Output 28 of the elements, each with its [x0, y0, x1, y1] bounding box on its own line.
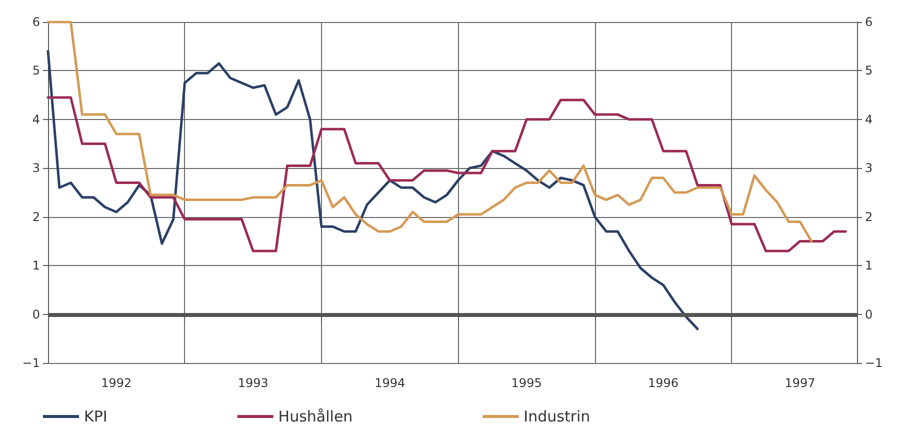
y2-tick-label: 0 [865, 307, 873, 322]
x-tick-label: 1993 [238, 376, 268, 390]
y2-tick-label: 6 [865, 15, 873, 29]
y-tick-label: 4 [32, 112, 40, 126]
line-series [46, 20, 813, 242]
y-tick-label: 6 [32, 15, 40, 29]
y2-tick-label: 5 [865, 64, 873, 78]
y-tick-label: 5 [32, 64, 40, 78]
x-tick-label: 1997 [784, 376, 816, 390]
y2-tick-label: 2 [865, 210, 873, 224]
x-tick-label: 1994 [374, 376, 406, 390]
x-tick-label: 1995 [511, 376, 542, 390]
x-tick-label: 1996 [648, 376, 679, 390]
y-tick-label: 0 [32, 307, 40, 322]
legend-label: Industrin [524, 408, 590, 426]
legend-label: KPI [84, 408, 108, 426]
y2-tick-label: −1 [865, 356, 883, 370]
line-series [46, 50, 699, 330]
legend-label: Hushållen [278, 408, 353, 426]
y2-tick-label: 3 [865, 161, 873, 176]
y2-tick-label: 1 [865, 258, 873, 273]
x-tick-label: 1992 [101, 376, 132, 390]
y-tick-label: 3 [32, 161, 40, 176]
y2-tick-label: 4 [865, 112, 873, 126]
y-tick-label: −1 [22, 356, 40, 370]
y-tick-label: 2 [32, 210, 40, 224]
y-tick-label: 1 [32, 258, 40, 273]
line-series [46, 96, 847, 252]
